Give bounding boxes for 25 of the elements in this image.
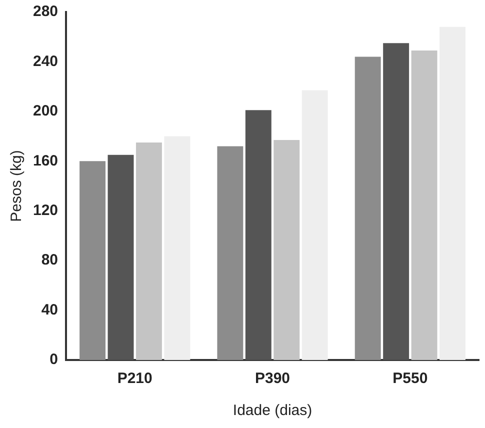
x-axis-title: Idade (dias): [232, 402, 312, 420]
bar: [274, 140, 300, 360]
bar: [108, 154, 134, 360]
y-axis-title: Pesos (kg): [8, 150, 26, 222]
bar: [245, 110, 272, 360]
bar: [354, 56, 381, 360]
bar: [440, 26, 466, 360]
y-tick-label: 280: [32, 3, 58, 20]
bar: [217, 146, 244, 360]
bar: [164, 136, 190, 360]
y-tick-label: 0: [50, 351, 58, 368]
x-tick-label: P550: [392, 370, 428, 388]
bar: [411, 50, 438, 360]
y-tick-label: 80: [41, 252, 58, 269]
x-tick-label: P390: [254, 370, 290, 388]
y-tick-label: 160: [32, 152, 58, 170]
bar: [383, 43, 410, 360]
x-tick-label: P210: [117, 370, 152, 388]
y-tick-label: 240: [32, 52, 58, 70]
y-tick-label: 200: [32, 102, 58, 120]
y-tick-label: 40: [41, 301, 58, 318]
bar: [302, 90, 328, 360]
y-tick-label: 120: [32, 202, 58, 219]
bar: [80, 161, 106, 360]
bar: [136, 142, 162, 360]
